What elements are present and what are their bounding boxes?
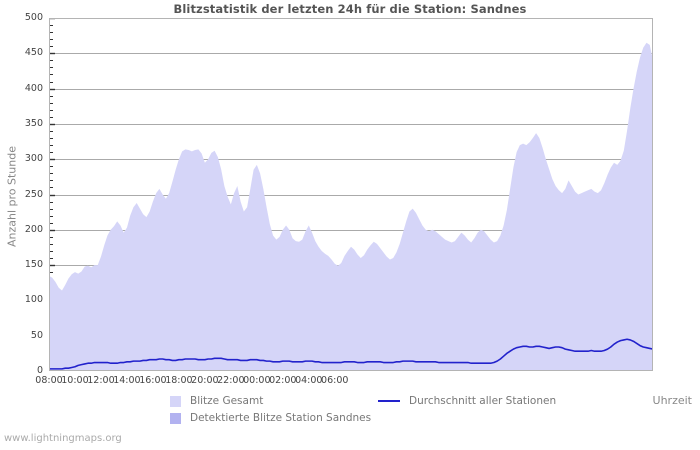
x-tick-label: 12:00 xyxy=(87,375,115,386)
legend-item-detektierte-blitze-station: Detektierte Blitze Station Sandnes xyxy=(170,412,371,424)
y-tick-label: 0 xyxy=(36,365,43,376)
x-tick-label: 02:00 xyxy=(269,375,297,386)
legend-item-durchschnitt-aller-stationen: Durchschnitt aller Stationen xyxy=(378,395,556,407)
chart-legend: Blitze Gesamt Detektierte Blitze Station… xyxy=(0,393,700,427)
y-tick-label: 300 xyxy=(24,153,43,165)
legend-label-station: Detektierte Blitze Station Sandnes xyxy=(190,412,372,424)
x-tick-label: 08:00 xyxy=(35,375,63,386)
y-tick-label: 100 xyxy=(24,294,43,306)
x-tick-label: 14:00 xyxy=(113,375,141,386)
x-tick-label: 22:00 xyxy=(217,375,245,386)
y-tick-label: 350 xyxy=(24,117,43,129)
y-tick-label: 250 xyxy=(24,188,43,200)
x-tick-label: 16:00 xyxy=(139,375,167,386)
plot-area xyxy=(49,18,653,371)
y-tick-label: 150 xyxy=(24,259,43,271)
chart-title: Blitzstatistik der letzten 24h für die S… xyxy=(173,2,527,16)
legend-swatch-station xyxy=(170,412,181,424)
legend-item-blitze-gesamt: Blitze Gesamt xyxy=(170,395,263,407)
x-tick-label: 04:00 xyxy=(295,375,323,386)
series-area-blitze-gesamt xyxy=(49,42,653,371)
x-tick-label: 18:00 xyxy=(165,375,193,386)
y-tick-label: 50 xyxy=(30,329,43,341)
plot-frame xyxy=(49,18,653,371)
legend-label-average: Durchschnitt aller Stationen xyxy=(409,395,557,407)
legend-label-total: Blitze Gesamt xyxy=(190,395,264,407)
y-tick-label: 450 xyxy=(24,47,43,59)
legend-swatch-total xyxy=(170,395,181,407)
x-tick-label: 20:00 xyxy=(191,375,219,386)
y-tick-label: 500 xyxy=(24,12,43,23)
y-tick-label: 400 xyxy=(24,82,43,94)
plot-svg xyxy=(49,18,653,371)
x-tick-label: 00:00 xyxy=(243,375,271,386)
series-line-durchschnitt-aller-stationen xyxy=(49,338,653,370)
x-tick-label: 06:00 xyxy=(321,375,349,386)
y-tick-label: 200 xyxy=(24,223,43,235)
legend-line-average xyxy=(378,400,400,402)
x-axis-title: Uhrzeit xyxy=(652,394,692,407)
x-tick-label: 10:00 xyxy=(61,375,89,386)
footer-url: www.lightningmaps.org xyxy=(4,433,122,444)
